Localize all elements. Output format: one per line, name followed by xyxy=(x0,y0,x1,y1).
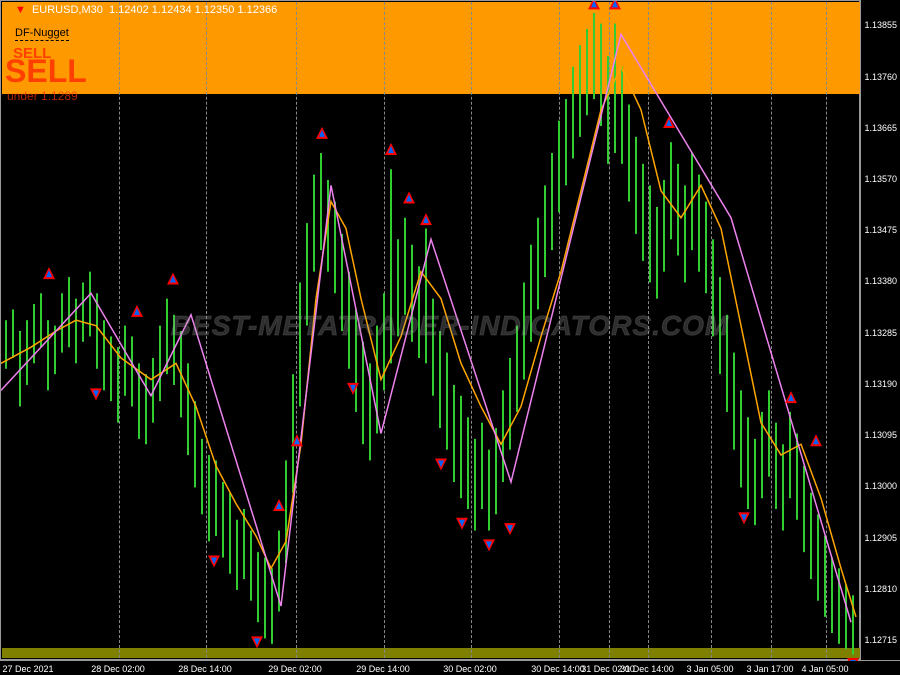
symbol-label: EURUSD,M30 xyxy=(32,4,103,16)
indicator-name: DF-Nugget xyxy=(15,27,69,41)
x-tick: 31 Dec 14:00 xyxy=(620,664,674,674)
y-tick: 1.13190 xyxy=(864,379,897,389)
y-tick: 1.13000 xyxy=(864,481,897,491)
y-tick: 1.13760 xyxy=(864,72,897,82)
y-tick: 1.13095 xyxy=(864,430,897,440)
x-tick: 27 Dec 2021 xyxy=(2,664,53,674)
y-tick: 1.12715 xyxy=(864,635,897,645)
triangle-down-icon: ▼ xyxy=(15,4,26,16)
y-tick: 1.12810 xyxy=(864,584,897,594)
x-tick: 30 Dec 14:00 xyxy=(531,664,585,674)
y-tick: 1.13570 xyxy=(864,174,897,184)
y-tick: 1.12905 xyxy=(864,533,897,543)
x-tick: 29 Dec 14:00 xyxy=(356,664,410,674)
y-tick: 1.13855 xyxy=(864,20,897,30)
x-tick: 28 Dec 02:00 xyxy=(91,664,145,674)
y-tick: 1.13475 xyxy=(864,225,897,235)
y-tick: 1.13380 xyxy=(864,276,897,286)
y-tick: 1.13665 xyxy=(864,123,897,133)
x-tick: 29 Dec 02:00 xyxy=(268,664,322,674)
x-tick: 4 Jan 05:00 xyxy=(801,664,848,674)
x-tick: 28 Dec 14:00 xyxy=(178,664,232,674)
signal-under: under 1.1289 xyxy=(7,89,78,103)
x-tick: 3 Jan 05:00 xyxy=(686,664,733,674)
chart-area[interactable]: ▼ EURUSD,M30 1.12402 1.12434 1.12350 1.1… xyxy=(0,0,860,660)
x-tick: 3 Jan 17:00 xyxy=(746,664,793,674)
chart-title: ▼ EURUSD,M30 1.12402 1.12434 1.12350 1.1… xyxy=(15,4,277,16)
y-tick: 1.13285 xyxy=(864,328,897,338)
x-axis: 27 Dec 2021 28 Dec 02:00 28 Dec 14:00 29 De… xyxy=(0,660,900,675)
chart-svg xyxy=(1,1,861,661)
x-tick: 30 Dec 02:00 xyxy=(443,664,497,674)
signal-big: SELL xyxy=(5,53,87,90)
ohlc-label: 1.12402 1.12434 1.12350 1.12366 xyxy=(109,4,277,16)
y-axis: 1.13855 1.13760 1.13665 1.13570 1.13475 1.133… xyxy=(860,0,900,660)
